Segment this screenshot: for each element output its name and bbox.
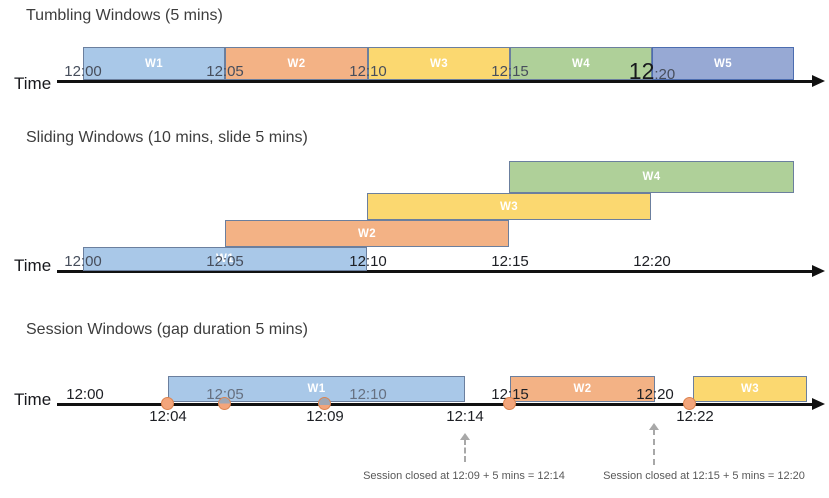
window-label: W4: [642, 171, 661, 183]
time-tick-label: 12:10: [349, 63, 387, 80]
window-label: W1: [307, 383, 326, 395]
time-axis-label: Time: [14, 74, 52, 93]
window-label: W5: [713, 57, 733, 70]
window-label: W3: [499, 200, 519, 213]
window-label: W2: [573, 383, 592, 395]
window-label: W3: [740, 383, 760, 395]
axis-arrowhead-icon: [812, 75, 825, 87]
time-tick-label: 12:05: [206, 63, 244, 80]
time-tick-label: 12:15: [491, 253, 529, 270]
window-box-w3-sliding: W3: [367, 193, 651, 220]
time-tick-label: 12:20: [633, 253, 671, 270]
event-dot: [683, 397, 696, 410]
window-box-w3-tumbling: W3: [368, 47, 510, 80]
window-box-w3-session: W3: [693, 376, 807, 402]
window-box-w5-tumbling: W5: [652, 47, 794, 80]
event-dot: [161, 397, 174, 410]
section-title-sliding: Sliding Windows (10 mins, slide 5 mins): [26, 129, 308, 146]
time-tick-label: 12:15: [491, 386, 529, 403]
window-label: W1: [215, 253, 235, 265]
time-tick-label: 12:10: [349, 386, 387, 403]
time-tick-label: 12:00: [64, 63, 102, 80]
session-close-arrowhead-icon: [460, 433, 470, 440]
window-label: W4: [571, 57, 591, 70]
event-time-label: 12:14: [446, 408, 484, 425]
event-time-label: 12:04: [149, 408, 187, 425]
event-dot: [318, 397, 331, 410]
time-tick-label: 12:20: [628, 58, 676, 84]
window-box-w1-sliding: W1: [83, 247, 367, 271]
event-time-label: 12:09: [306, 408, 344, 425]
event-time-label: 12:22: [676, 408, 714, 425]
window-box-w2-session: W2: [510, 376, 655, 402]
time-tick-label: 12:05: [206, 386, 244, 403]
window-label: W2: [357, 227, 377, 240]
time-axis-label: Time: [14, 390, 52, 409]
window-box-w1-tumbling: W1: [83, 47, 225, 80]
window-box-w4-tumbling: W4: [510, 47, 652, 80]
window-box-w2-sliding: W2: [225, 220, 509, 247]
section-title-tumbling: Tumbling Windows (5 mins): [26, 7, 223, 24]
axis-arrowhead-icon: [812, 398, 825, 410]
window-box-w4-sliding: W4: [509, 161, 794, 193]
time-axis: [57, 403, 814, 406]
time-axis: [57, 80, 814, 83]
time-tick-label: 12:00: [64, 253, 102, 270]
time-tick-label: 12:05: [206, 253, 244, 270]
session-close-arrow-icon: [464, 439, 466, 462]
window-box-w2-tumbling: W2: [225, 47, 368, 80]
event-dot: [503, 397, 516, 410]
time-tick-label: 12:10: [349, 253, 387, 270]
session-close-annotation: Session closed at 12:15 + 5 mins = 12:20: [603, 470, 805, 482]
session-close-arrowhead-icon: [649, 423, 659, 430]
axis-arrowhead-icon: [812, 265, 825, 277]
window-label: W1: [144, 57, 164, 70]
tick-hour-text: 12: [628, 58, 655, 84]
time-tick-label: 12:00: [66, 386, 104, 403]
tick-minute-text: :20: [654, 66, 676, 83]
time-axis: [57, 270, 814, 273]
event-dot: [218, 397, 231, 410]
window-box-w1-session: W1: [168, 376, 465, 402]
session-close-arrow-icon: [653, 429, 655, 465]
time-tick-label: 12:15: [491, 63, 529, 80]
time-tick-label: 12:20: [636, 386, 674, 403]
window-label: W3: [429, 57, 449, 70]
session-close-annotation: Session closed at 12:09 + 5 mins = 12:14: [363, 470, 565, 482]
time-axis-label: Time: [14, 256, 52, 275]
section-title-session: Session Windows (gap duration 5 mins): [26, 321, 308, 338]
window-label: W2: [287, 57, 306, 70]
